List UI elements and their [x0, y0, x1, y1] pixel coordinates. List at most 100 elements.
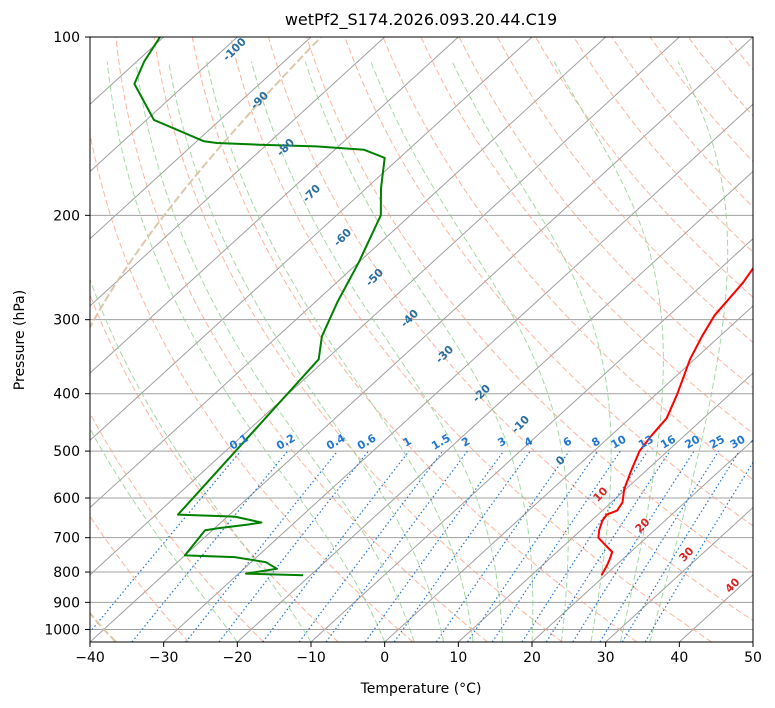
y-tick-label: 900	[53, 595, 80, 611]
isotherm-line	[90, 37, 386, 307]
chart-title: wetPf2_S174.2026.093.20.44.C19	[285, 10, 557, 30]
x-tick-label: 10	[449, 650, 467, 666]
x-tick-label: 30	[597, 650, 615, 666]
isotherm-line	[384, 305, 753, 642]
background-lines	[90, 37, 753, 642]
mixing-ratio-line	[572, 450, 695, 642]
mixing-ratio-label: 1.5	[429, 432, 452, 453]
isotherm-line	[90, 37, 533, 442]
isotherm-line	[531, 439, 753, 642]
isotherm-line	[310, 237, 753, 642]
moist-adiabat-line	[206, 61, 474, 642]
adiabat-label: -20	[470, 382, 493, 405]
adiabat-label: 40	[723, 575, 743, 595]
adiabat-label: -10	[509, 413, 532, 436]
mixing-ratio-line	[218, 450, 369, 642]
dry-adiabat-line	[191, 37, 638, 642]
adiabat-label: -30	[433, 343, 456, 366]
x-tick-label: −40	[75, 650, 105, 666]
isotherm-line	[90, 37, 753, 642]
moist-adiabat-line	[90, 427, 238, 642]
isotherm-line	[457, 372, 753, 642]
mixing-ratio-label: 1	[401, 435, 414, 450]
mixing-ratio-line	[435, 450, 570, 642]
x-tick-label: −30	[149, 650, 179, 666]
y-tick-label: 200	[53, 208, 80, 224]
dry-adiabat-line	[496, 37, 753, 344]
x-axis-label: Temperature (°C)	[360, 681, 482, 697]
y-tick-label: 500	[53, 444, 80, 460]
dewpoint-profile-line	[133, 37, 386, 577]
y-tick-label: 600	[53, 491, 80, 507]
adiabat-label: -100	[220, 35, 249, 64]
mixing-ratio-line	[90, 450, 242, 634]
isotherm-line	[90, 37, 238, 173]
data-series	[133, 37, 753, 577]
y-tick-label: 800	[53, 565, 80, 581]
isotherm-line	[90, 37, 607, 509]
dry-adiabat-line	[90, 131, 414, 642]
isotherm-line	[605, 506, 753, 642]
mixing-ratio-line	[262, 450, 410, 642]
y-tick-label: 400	[53, 387, 80, 403]
mixing-ratio-line	[131, 450, 289, 642]
adiabat-label: -70	[300, 182, 323, 205]
dry-adiabat-line	[573, 37, 753, 253]
dry-adiabat-line	[115, 37, 488, 642]
moist-adiabat-line	[370, 61, 569, 642]
background-line-labels: 0.1 0.2 0.4 0.6 1 1.5 2 3 4 6 8 10 13 16 20 25 30 36-100-…	[220, 35, 768, 596]
adiabat-label: 20	[633, 515, 653, 535]
plot-frame	[89, 36, 754, 643]
dry-adiabat-line	[153, 37, 563, 642]
x-tick-label: 40	[670, 650, 688, 666]
isotherm-line	[90, 37, 459, 374]
dry-adiabat-line	[611, 37, 753, 208]
isotherm-line	[90, 37, 680, 576]
mixing-ratio-label: 0.4	[324, 431, 348, 452]
x-tick-label: −10	[296, 650, 326, 666]
y-tick-label: 300	[53, 313, 80, 329]
mixing-ratio-line	[491, 450, 621, 642]
mixing-ratio-line	[467, 450, 599, 642]
moist-adiabat-line	[553, 61, 664, 642]
y-tick-label: 100	[53, 30, 80, 46]
mixing-ratio-line	[393, 450, 531, 642]
adiabat-label: 0	[553, 453, 568, 468]
dry-adiabat-line	[90, 293, 339, 642]
dry-adiabat-line	[535, 37, 753, 298]
mixing-ratio-line	[599, 450, 720, 642]
moist-adiabat-line	[168, 61, 445, 642]
mixing-ratio-label: 16	[658, 432, 678, 451]
mixing-ratio-label: 36	[748, 432, 768, 451]
mixing-ratio-label: 25	[707, 433, 727, 452]
moist-adiabat-line	[250, 61, 503, 642]
adiabat-label: -80	[274, 136, 297, 159]
x-tick-label: −20	[223, 650, 253, 666]
dry-adiabat-line	[90, 412, 264, 642]
dry-adiabat-line	[306, 37, 753, 574]
mixing-ratio-line	[298, 450, 444, 642]
isotherm-line	[90, 37, 312, 240]
mixing-ratio-label: 6	[561, 434, 574, 449]
moist-adiabat-line	[90, 278, 312, 642]
dry-adiabat-line	[726, 37, 753, 71]
reference-curve	[90, 37, 322, 642]
mixing-ratio-label: 30	[728, 432, 748, 451]
x-tick-label: 0	[380, 650, 389, 666]
isotherm-line	[163, 103, 753, 642]
x-tick-label: 20	[523, 650, 541, 666]
mixing-ratio-line	[364, 450, 505, 642]
isotherm-line	[752, 641, 753, 642]
y-tick-label: 1000	[44, 622, 80, 638]
adiabat-label: -50	[363, 266, 386, 289]
y-tick-label: 700	[53, 531, 80, 547]
adiabat-label: -40	[398, 307, 421, 330]
dry-adiabat-line	[229, 37, 712, 642]
mixing-ratio-line	[325, 450, 468, 642]
dry-adiabat-line	[268, 37, 753, 622]
temperature-profile-line	[597, 266, 753, 576]
adiabat-label: 10	[591, 484, 611, 504]
dry-adiabat-line	[90, 515, 190, 642]
x-tick-label: 50	[744, 650, 762, 666]
